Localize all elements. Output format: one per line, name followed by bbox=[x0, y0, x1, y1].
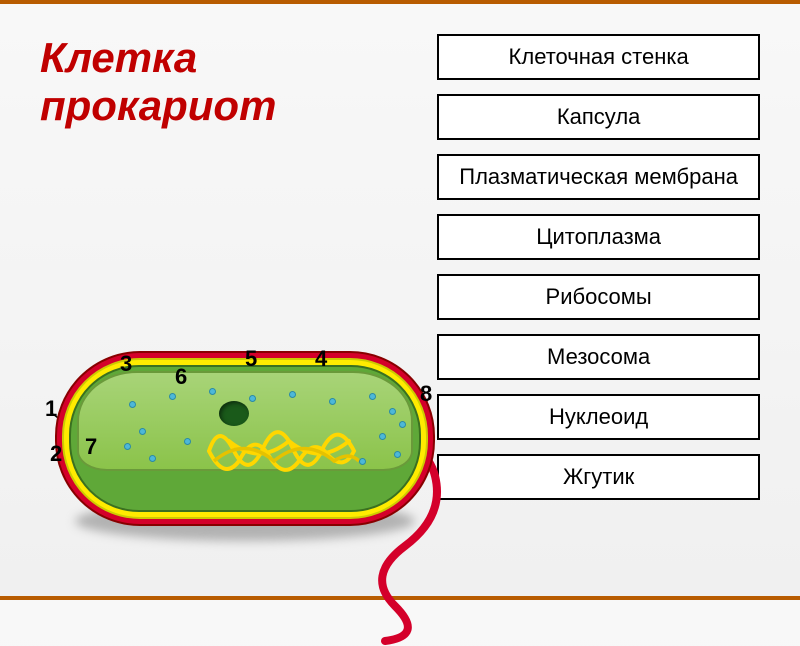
pointer-number: 2 bbox=[50, 441, 62, 467]
label-plasma-membrane: Плазматическая мембрана bbox=[437, 154, 760, 200]
ribosome-icon bbox=[149, 455, 156, 462]
pointer-number: 7 bbox=[85, 434, 97, 460]
cell-diagram: 1 2 3 4 5 6 7 8 bbox=[20, 206, 480, 566]
ribosome-icon bbox=[289, 391, 296, 398]
ribosome-icon bbox=[399, 421, 406, 428]
label-nucleoid: Нуклеоид bbox=[437, 394, 760, 440]
ribosome-icon bbox=[124, 443, 131, 450]
ribosome-icon bbox=[249, 395, 256, 402]
pointer-number: 6 bbox=[175, 364, 187, 390]
label-cell-wall: Клеточная стенка bbox=[437, 34, 760, 80]
label-cytoplasm: Цитоплазма bbox=[437, 214, 760, 260]
nucleoid-icon bbox=[199, 411, 369, 486]
ribosome-icon bbox=[184, 438, 191, 445]
ribosome-icon bbox=[209, 388, 216, 395]
ribosome-icon bbox=[329, 398, 336, 405]
pointer-number: 1 bbox=[45, 396, 57, 422]
ribosome-icon bbox=[369, 393, 376, 400]
ribosome-icon bbox=[389, 408, 396, 415]
label-capsule: Капсула bbox=[437, 94, 760, 140]
ribosome-icon bbox=[169, 393, 176, 400]
ribosome-icon bbox=[139, 428, 146, 435]
ribosome-icon bbox=[359, 458, 366, 465]
label-mesosome: Мезосома bbox=[437, 334, 760, 380]
slide-title: Клетка прокариот bbox=[40, 34, 276, 131]
ribosome-icon bbox=[379, 433, 386, 440]
label-list: Клеточная стенка Капсула Плазматическая … bbox=[437, 34, 760, 500]
ribosome-icon bbox=[129, 401, 136, 408]
pointer-number: 4 bbox=[315, 346, 327, 372]
label-ribosomes: Рибосомы bbox=[437, 274, 760, 320]
pointer-number: 8 bbox=[420, 381, 432, 407]
label-flagellum: Жгутик bbox=[437, 454, 760, 500]
cytoplasm-layer bbox=[77, 371, 413, 471]
pointer-number: 3 bbox=[120, 351, 132, 377]
title-line-1: Клетка bbox=[40, 34, 197, 81]
prokaryote-cell bbox=[55, 351, 435, 526]
pointer-number: 5 bbox=[245, 346, 257, 372]
title-line-2: прокариот bbox=[40, 82, 276, 129]
ribosome-icon bbox=[394, 451, 401, 458]
